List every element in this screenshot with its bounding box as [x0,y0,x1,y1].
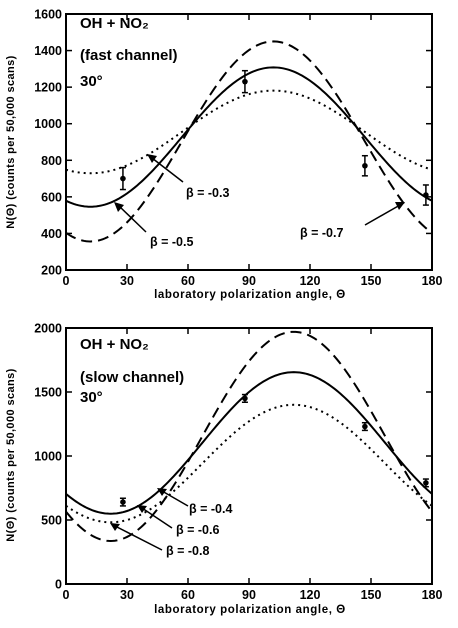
data-point [119,166,126,191]
fast-beta-label-2: β = -0.5 [150,235,193,249]
y-tick-label: 500 [41,514,62,528]
fast-beta-label-group-2: β = -0.5 [114,202,193,249]
slow-channel-curves [66,330,432,542]
x-tick-label: 180 [422,274,443,288]
data-point [422,184,429,206]
fast-beta-label-3: β = -0.7 [300,226,343,240]
x-tick-label: 30 [120,274,134,288]
x-tick-label: 0 [63,274,70,288]
slow-beta-label-group-2: β = -0.6 [137,505,219,537]
y-tick-label: 200 [41,264,62,278]
y-tick-label: 1000 [34,450,62,464]
data-point [361,154,368,177]
slow-channel-annotation-line-2: (slow channel) [80,369,184,386]
fast-channel-data-points [119,69,429,206]
data-point [119,497,126,507]
data-point [361,421,368,432]
y-tick-label: 1000 [34,117,62,131]
slow-beta-label-1: β = -0.4 [189,502,232,516]
y-tick-label: 400 [41,227,62,241]
x-tick-label: 60 [181,588,195,602]
curve-solid-fast [66,66,432,208]
slow-beta-label-group-3: β = -0.8 [110,523,209,558]
curve-dashed-slow [66,330,432,542]
x-tick-label: 30 [120,588,134,602]
slow-channel-x-axis-label: laboratory polarization angle, Θ [154,604,346,616]
slow-channel-data-points [119,393,429,507]
fast-beta-label-group-3: β = -0.7 [300,202,405,240]
slow-channel-chart: 0 30 60 90 120 150 180 0 500 1000 1500 2000 OH + NO… [5,322,442,617]
data-point [241,393,248,403]
x-tick-label: 0 [63,588,70,602]
x-tick-label: 150 [361,588,382,602]
fast-channel-annotation-line-2: (fast channel) [80,47,178,64]
x-tick-label: 90 [242,588,256,602]
fast-channel-plot-frame [65,13,433,271]
fast-beta-label-group-1: β = -0.3 [147,154,229,200]
x-tick-label: 120 [300,588,321,602]
y-tick-label: 1400 [34,44,62,58]
fast-channel-curves [66,40,432,243]
y-tick-label: 1600 [34,8,62,22]
x-tick-label: 180 [422,588,443,602]
slow-channel-ticks: 0 30 60 90 120 150 180 0 500 1000 1500 2000 [34,322,442,603]
fast-beta-label-1: β = -0.3 [186,186,229,200]
x-tick-label: 120 [300,274,321,288]
slow-beta-label-2: β = -0.6 [176,523,219,537]
curve-dotted-fast [66,89,432,175]
fast-channel-annotation-line-1: OH + NO₂ [80,15,149,32]
x-tick-label: 90 [242,274,256,288]
data-point [241,69,248,94]
x-tick-label: 60 [181,274,195,288]
data-point [422,478,429,488]
y-tick-label: 1200 [34,81,62,95]
fast-channel-y-axis-label: N(Θ) (counts per 50,000 scans) [5,55,17,228]
slow-beta-label-group-1: β = -0.4 [157,488,232,516]
y-tick-label: 2000 [34,322,62,336]
y-tick-label: 800 [41,154,62,168]
x-tick-label: 150 [361,274,382,288]
slow-channel-plot-frame [65,327,433,585]
y-tick-label: 600 [41,190,62,204]
slow-beta-label-3: β = -0.8 [166,544,209,558]
y-tick-label: 1500 [34,386,62,400]
curve-solid-slow [66,371,432,515]
fast-channel-chart: 0 30 60 90 120 150 180 200 400 600 800 1000 1200 1400… [5,8,442,302]
fast-channel-x-axis-label: laboratory polarization angle, Θ [154,289,346,301]
slow-channel-annotation-line-1: OH + NO₂ [80,336,149,353]
y-tick-label: 0 [55,578,62,592]
slow-channel-y-axis-label: N(Θ) (counts per 50,000 scans) [5,368,17,541]
curve-dotted-slow [66,403,432,524]
fast-channel-annotation-line-3: 30° [80,73,103,90]
curve-dashed-fast [66,40,432,243]
slow-channel-annotation-line-3: 30° [80,389,103,406]
fast-channel-ticks: 0 30 60 90 120 150 180 200 400 600 800 1000 1200 1400… [34,8,442,289]
